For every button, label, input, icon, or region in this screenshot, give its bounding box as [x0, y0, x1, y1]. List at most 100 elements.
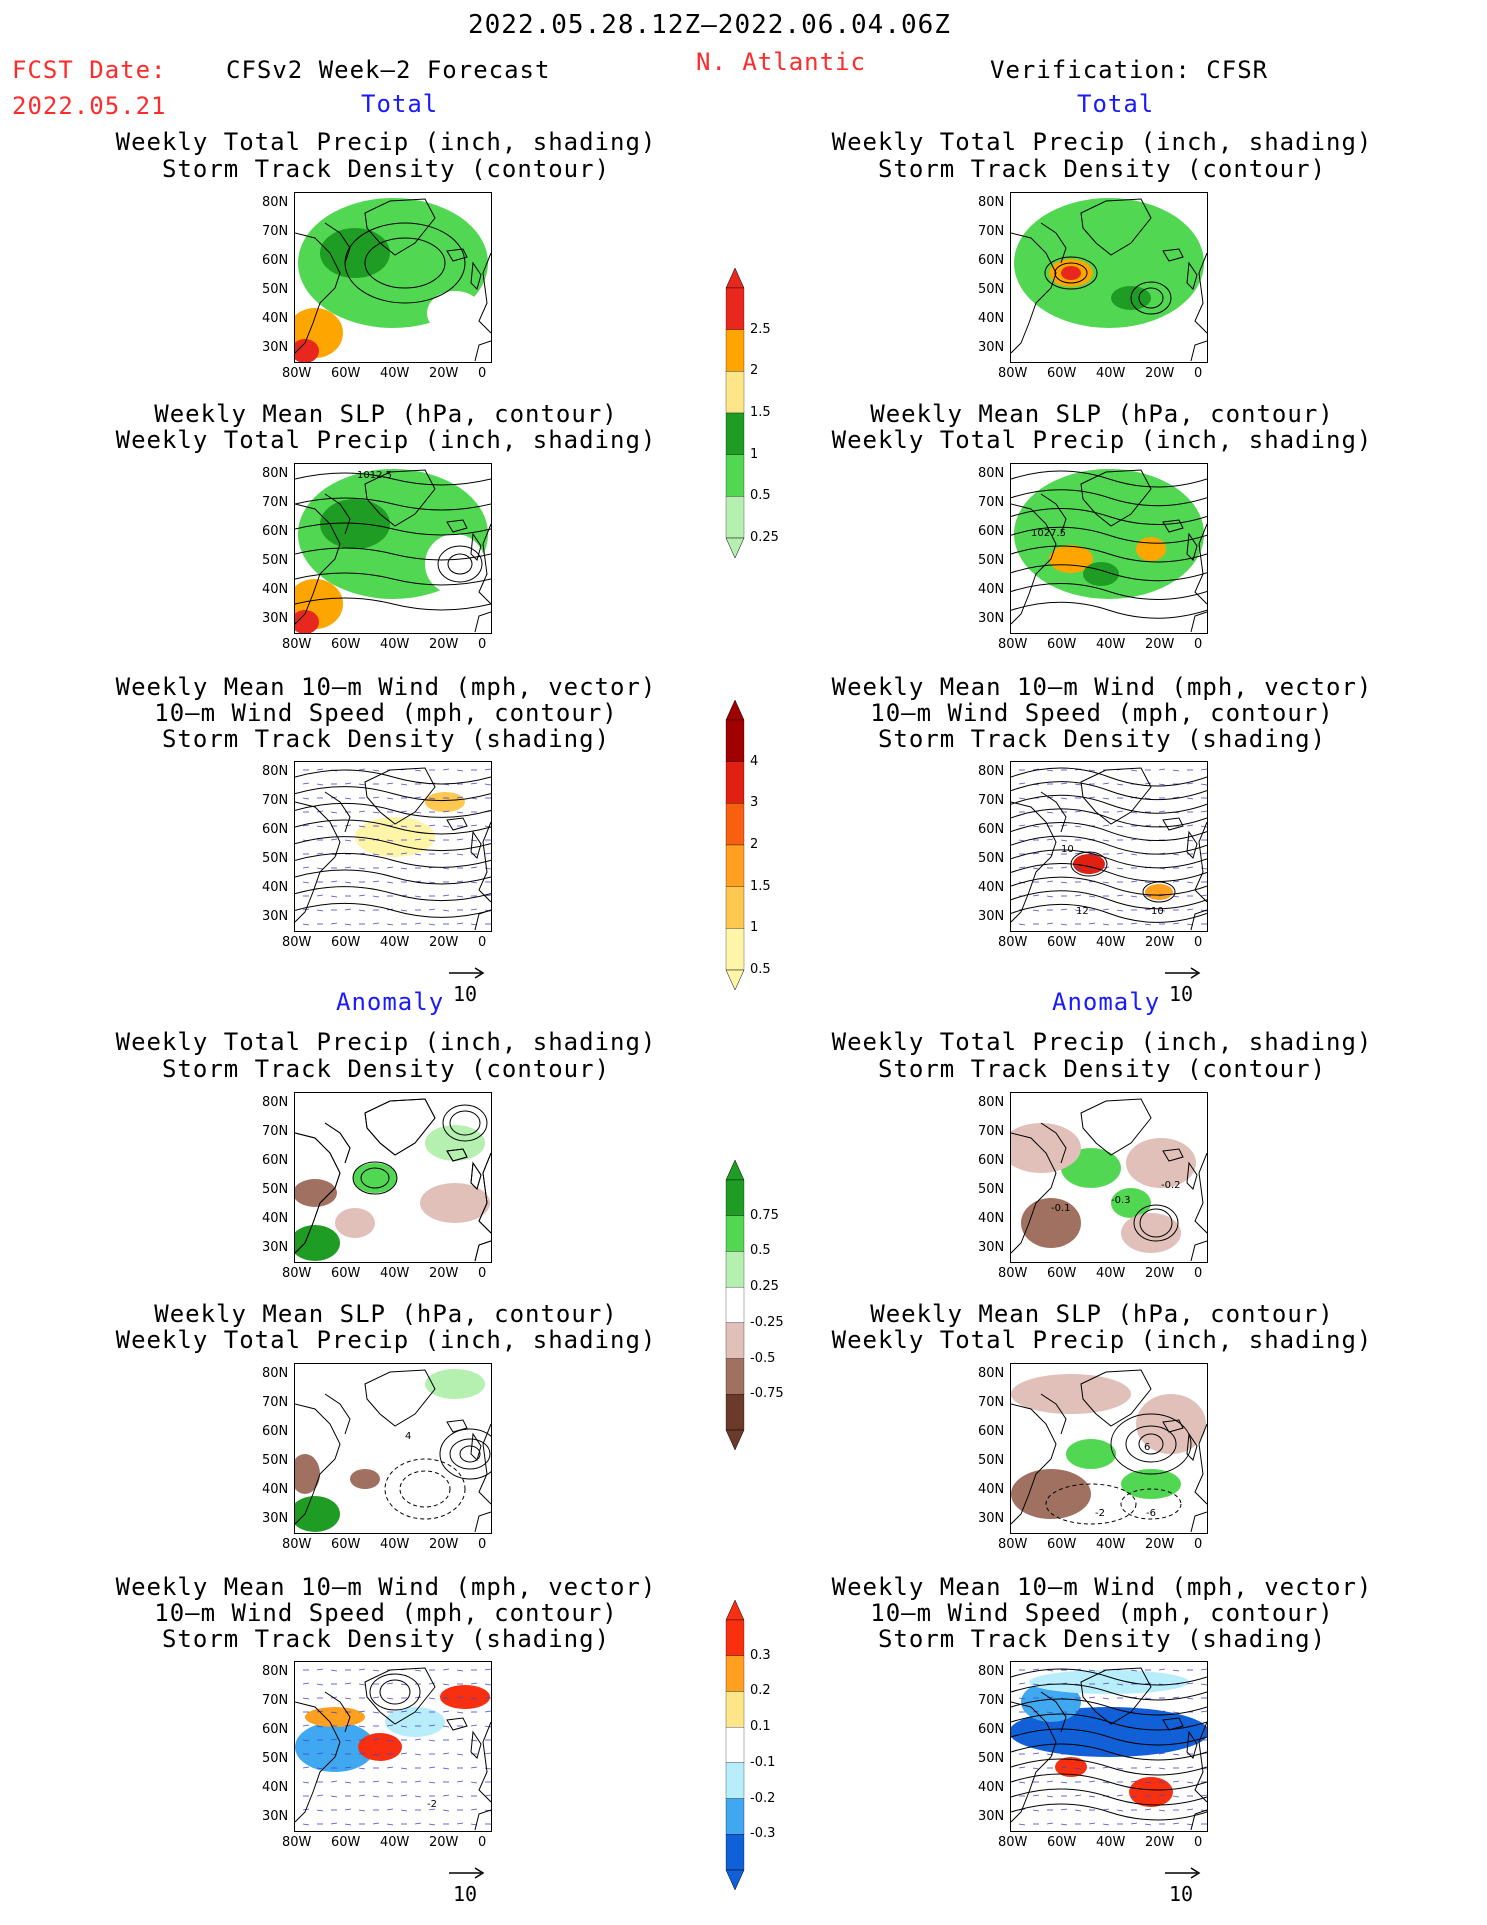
- map-graphic: [1011, 193, 1207, 362]
- lon-tick-label: 60W: [331, 1537, 361, 1552]
- lat-tick-label: 50N: [978, 553, 1005, 568]
- lon-tick-label: 0: [1194, 1835, 1203, 1850]
- panel-title: Weekly Total Precip (inch, shading): [115, 128, 657, 156]
- vector-reference: 10: [447, 960, 487, 1006]
- vector-reference-label: 10: [453, 982, 478, 1006]
- lon-tick-label: 0: [478, 935, 487, 950]
- lon-tick-label: 0: [1194, 637, 1203, 652]
- lon-tick-label: 40W: [380, 935, 410, 950]
- lat-tick-label: 70N: [978, 1693, 1005, 1708]
- lat-tick-label: 30N: [978, 1511, 1005, 1526]
- fcst-date-value: 2022.05.21: [12, 92, 167, 120]
- colorbar-tick-label: 0.25: [750, 530, 779, 545]
- lon-tick-label: 60W: [331, 366, 361, 381]
- contour-label: 10: [1061, 844, 1074, 855]
- verification-map-panel: 10 12 10: [1010, 761, 1208, 932]
- lat-tick-label: 70N: [978, 495, 1005, 510]
- panel-title: Weekly Total Precip (inch, shading): [831, 1326, 1373, 1354]
- lat-tick-label: 50N: [978, 851, 1005, 866]
- colorbar-tick-label: 2: [750, 363, 759, 379]
- lat-tick-label: 80N: [978, 466, 1005, 481]
- anomaly-label-right: Anomaly: [1052, 988, 1161, 1016]
- lat-tick-label: 60N: [978, 1722, 1005, 1737]
- panel-title: Weekly Mean 10–m Wind (mph, vector): [831, 1573, 1373, 1601]
- lat-tick-label: 30N: [262, 340, 289, 355]
- lat-tick-label: 30N: [978, 611, 1005, 626]
- lat-tick-label: 40N: [262, 1780, 289, 1795]
- fcst-date-label: FCST Date:: [12, 56, 167, 84]
- lon-tick-label: 80W: [282, 1835, 312, 1850]
- lat-tick-label: 60N: [262, 1153, 289, 1168]
- map-graphic: [295, 1093, 491, 1262]
- lon-tick-label: 80W: [282, 1537, 312, 1552]
- lat-tick-label: 60N: [262, 822, 289, 837]
- panel-title: 10–m Wind Speed (mph, contour): [870, 699, 1334, 727]
- vector-reference-label: 10: [1169, 1882, 1194, 1906]
- lat-tick-label: 30N: [978, 1809, 1005, 1824]
- panel-title: Storm Track Density (contour): [877, 155, 1327, 183]
- lon-tick-label: 40W: [1096, 1537, 1126, 1552]
- lon-tick-label: 20W: [1145, 1266, 1175, 1281]
- lon-tick-label: 40W: [1096, 637, 1126, 652]
- lon-tick-label: 60W: [1047, 935, 1077, 950]
- panel-title: Weekly Mean 10–m Wind (mph, vector): [115, 1573, 657, 1601]
- contour-label: 4: [405, 1431, 411, 1442]
- verification-map-panel: 6 -2 -6: [1010, 1363, 1208, 1534]
- lon-tick-label: 40W: [1096, 1266, 1126, 1281]
- lat-tick-label: 50N: [262, 851, 289, 866]
- panel-title: Weekly Total Precip (inch, shading): [115, 1028, 657, 1056]
- lon-tick-label: 0: [1194, 935, 1203, 950]
- lat-tick-label: 70N: [262, 495, 289, 510]
- lat-tick-label: 80N: [262, 764, 289, 779]
- anomaly-label-left: Anomaly: [336, 988, 445, 1016]
- lat-tick-label: 60N: [262, 1722, 289, 1737]
- colorbar-tick-label: 0.1: [750, 1719, 771, 1735]
- panel-title: 10–m Wind Speed (mph, contour): [154, 1599, 618, 1627]
- panel-title: Storm Track Density (shading): [877, 1625, 1327, 1653]
- lat-tick-label: 80N: [978, 1095, 1005, 1110]
- lon-tick-label: 0: [478, 1266, 487, 1281]
- contour-label: -6: [1146, 1508, 1156, 1519]
- lat-tick-label: 70N: [978, 224, 1005, 239]
- lon-tick-label: 80W: [998, 1835, 1028, 1850]
- lon-tick-label: 20W: [1145, 935, 1175, 950]
- panel-title: Storm Track Density (shading): [877, 725, 1327, 753]
- verification-map-panel: -0.1 -0.3 -0.2: [1010, 1092, 1208, 1263]
- colorbar-tick-label: 2: [750, 837, 759, 852]
- forecast-map-panel: 4: [294, 1363, 492, 1534]
- arrow-right-icon: [1165, 967, 1201, 979]
- map-graphic: 6 -2 -6: [1011, 1364, 1207, 1533]
- contour-label: 10: [1151, 906, 1164, 917]
- contour-label: -0.3: [1111, 1195, 1131, 1206]
- lat-tick-label: 50N: [262, 553, 289, 568]
- lat-tick-label: 40N: [262, 1211, 289, 1226]
- map-graphic: [295, 762, 491, 931]
- colorbar-tick-label: 0.5: [750, 962, 771, 977]
- lat-tick-label: 40N: [978, 880, 1005, 895]
- panel-title: Weekly Total Precip (inch, shading): [115, 1326, 657, 1354]
- lat-tick-label: 60N: [978, 524, 1005, 539]
- map-graphic: 1027.5: [1011, 464, 1207, 633]
- map-graphic: [295, 193, 491, 362]
- lat-tick-label: 70N: [262, 224, 289, 239]
- total-label-left: Total: [361, 90, 439, 118]
- arrow-right-icon: [449, 1867, 485, 1879]
- lat-tick-label: 70N: [978, 1395, 1005, 1410]
- colorbar-tick-label: -0.25: [750, 1314, 784, 1330]
- lat-tick-label: 30N: [978, 1240, 1005, 1255]
- forecast-map-panel: [294, 1092, 492, 1263]
- period-title: 2022.05.28.12Z–2022.06.04.06Z: [468, 10, 951, 40]
- lat-tick-label: 50N: [262, 282, 289, 297]
- total-label-right: Total: [1077, 90, 1155, 118]
- contour-label: -0.2: [1161, 1180, 1181, 1191]
- colorbar: [725, 268, 745, 558]
- lat-tick-label: 50N: [262, 1453, 289, 1468]
- lat-tick-label: 40N: [978, 1482, 1005, 1497]
- lon-tick-label: 20W: [1145, 366, 1175, 381]
- lon-tick-label: 0: [478, 637, 487, 652]
- contour-label: 12: [1076, 906, 1089, 917]
- colorbar-tick-label: 2.5: [750, 321, 771, 337]
- map-graphic: -0.1 -0.3 -0.2: [1011, 1093, 1207, 1262]
- panel-title: Storm Track Density (shading): [161, 725, 611, 753]
- lon-tick-label: 40W: [1096, 1835, 1126, 1850]
